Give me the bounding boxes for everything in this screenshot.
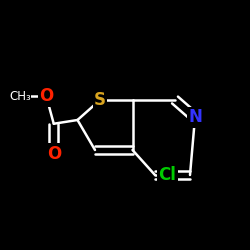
Text: CH₃: CH₃	[9, 90, 31, 103]
Text: O: O	[39, 87, 54, 105]
Text: S: S	[94, 91, 106, 109]
Text: N: N	[188, 108, 202, 126]
Text: Cl: Cl	[158, 166, 176, 184]
Text: O: O	[46, 145, 61, 163]
